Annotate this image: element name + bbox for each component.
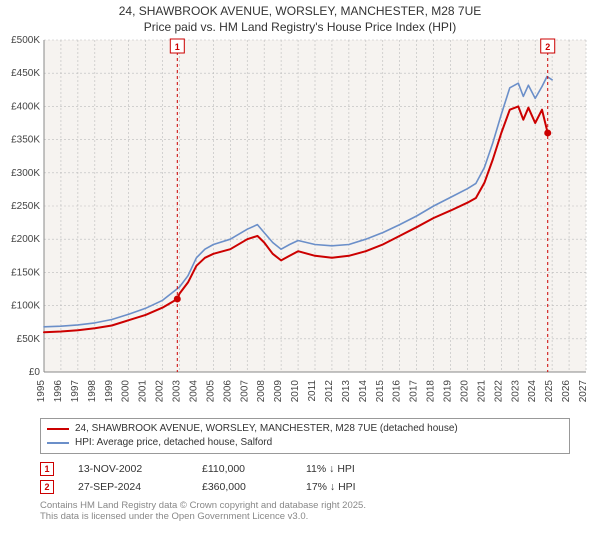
svg-text:1997: 1997 bbox=[70, 379, 81, 402]
legend-swatch bbox=[47, 442, 69, 444]
chart-title-line1: 24, SHAWBROOK AVENUE, WORSLEY, MANCHESTE… bbox=[0, 0, 600, 20]
svg-text:£150K: £150K bbox=[11, 267, 40, 278]
svg-text:2025: 2025 bbox=[544, 379, 555, 402]
svg-text:2023: 2023 bbox=[510, 379, 521, 402]
sale-price: £360,000 bbox=[202, 481, 282, 493]
sale-date: 13-NOV-2002 bbox=[78, 463, 178, 475]
svg-text:2001: 2001 bbox=[138, 379, 149, 402]
svg-text:2018: 2018 bbox=[426, 379, 437, 402]
footer-attribution: Contains HM Land Registry data © Crown c… bbox=[40, 500, 570, 522]
svg-text:£100K: £100K bbox=[11, 300, 40, 311]
svg-text:2004: 2004 bbox=[188, 379, 199, 402]
svg-text:2024: 2024 bbox=[527, 379, 538, 402]
svg-text:2007: 2007 bbox=[239, 379, 250, 402]
svg-text:£200K: £200K bbox=[11, 234, 40, 245]
svg-text:£0: £0 bbox=[29, 367, 41, 378]
legend: 24, SHAWBROOK AVENUE, WORSLEY, MANCHESTE… bbox=[40, 418, 570, 454]
svg-text:2000: 2000 bbox=[121, 379, 132, 402]
svg-text:1995: 1995 bbox=[36, 379, 47, 402]
legend-item: 24, SHAWBROOK AVENUE, WORSLEY, MANCHESTE… bbox=[47, 422, 563, 436]
svg-text:£300K: £300K bbox=[11, 167, 40, 178]
svg-text:2021: 2021 bbox=[476, 379, 487, 402]
svg-text:1996: 1996 bbox=[53, 379, 64, 402]
svg-text:2012: 2012 bbox=[324, 379, 335, 402]
chart-title-line2: Price paid vs. HM Land Registry's House … bbox=[0, 20, 600, 34]
svg-text:2003: 2003 bbox=[172, 379, 183, 402]
svg-text:£50K: £50K bbox=[17, 333, 41, 344]
svg-text:2002: 2002 bbox=[155, 379, 166, 402]
svg-text:£350K: £350K bbox=[11, 134, 40, 145]
svg-text:2020: 2020 bbox=[459, 379, 470, 402]
svg-text:2027: 2027 bbox=[578, 379, 589, 402]
sale-date: 27-SEP-2024 bbox=[78, 481, 178, 493]
svg-text:2010: 2010 bbox=[290, 379, 301, 402]
svg-text:2014: 2014 bbox=[358, 379, 369, 402]
svg-text:1998: 1998 bbox=[87, 379, 98, 402]
svg-text:£500K: £500K bbox=[11, 35, 40, 46]
svg-text:£400K: £400K bbox=[11, 101, 40, 112]
legend-label: HPI: Average price, detached house, Salf… bbox=[75, 437, 272, 448]
sales-row: 2 27-SEP-2024 £360,000 17% ↓ HPI bbox=[40, 478, 570, 496]
footer-line: This data is licensed under the Open Gov… bbox=[40, 511, 570, 522]
svg-text:2009: 2009 bbox=[273, 379, 284, 402]
footer-line: Contains HM Land Registry data © Crown c… bbox=[40, 500, 570, 511]
line-chart: £0 £50K £100K £150K £200K £250K £300K £350K £400… bbox=[0, 34, 600, 414]
svg-text:2005: 2005 bbox=[205, 379, 216, 402]
svg-text:2013: 2013 bbox=[341, 379, 352, 402]
sale-marker-icon: 2 bbox=[40, 480, 54, 494]
sale-diff: 17% ↓ HPI bbox=[306, 481, 406, 493]
svg-text:2022: 2022 bbox=[493, 379, 504, 402]
legend-label: 24, SHAWBROOK AVENUE, WORSLEY, MANCHESTE… bbox=[75, 423, 458, 434]
sale-diff: 11% ↓ HPI bbox=[306, 463, 406, 475]
svg-text:2017: 2017 bbox=[409, 379, 420, 402]
svg-text:1: 1 bbox=[175, 42, 180, 52]
svg-text:2016: 2016 bbox=[392, 379, 403, 402]
sales-table: 1 13-NOV-2002 £110,000 11% ↓ HPI 2 27-SE… bbox=[40, 460, 570, 496]
svg-text:£250K: £250K bbox=[11, 201, 40, 212]
svg-text:2015: 2015 bbox=[375, 379, 386, 402]
sales-row: 1 13-NOV-2002 £110,000 11% ↓ HPI bbox=[40, 460, 570, 478]
sale-marker-icon: 1 bbox=[40, 462, 54, 476]
svg-text:2006: 2006 bbox=[222, 379, 233, 402]
legend-swatch bbox=[47, 428, 69, 430]
legend-item: HPI: Average price, detached house, Salf… bbox=[47, 436, 563, 450]
svg-text:1999: 1999 bbox=[104, 379, 115, 402]
svg-text:2008: 2008 bbox=[256, 379, 267, 402]
svg-text:2019: 2019 bbox=[443, 379, 454, 402]
svg-text:£450K: £450K bbox=[11, 68, 40, 79]
sale-price: £110,000 bbox=[202, 463, 282, 475]
svg-text:2: 2 bbox=[545, 42, 550, 52]
svg-text:2011: 2011 bbox=[307, 379, 318, 401]
svg-text:2026: 2026 bbox=[561, 379, 572, 402]
chart-area: £0 £50K £100K £150K £200K £250K £300K £350K £400… bbox=[0, 34, 600, 414]
